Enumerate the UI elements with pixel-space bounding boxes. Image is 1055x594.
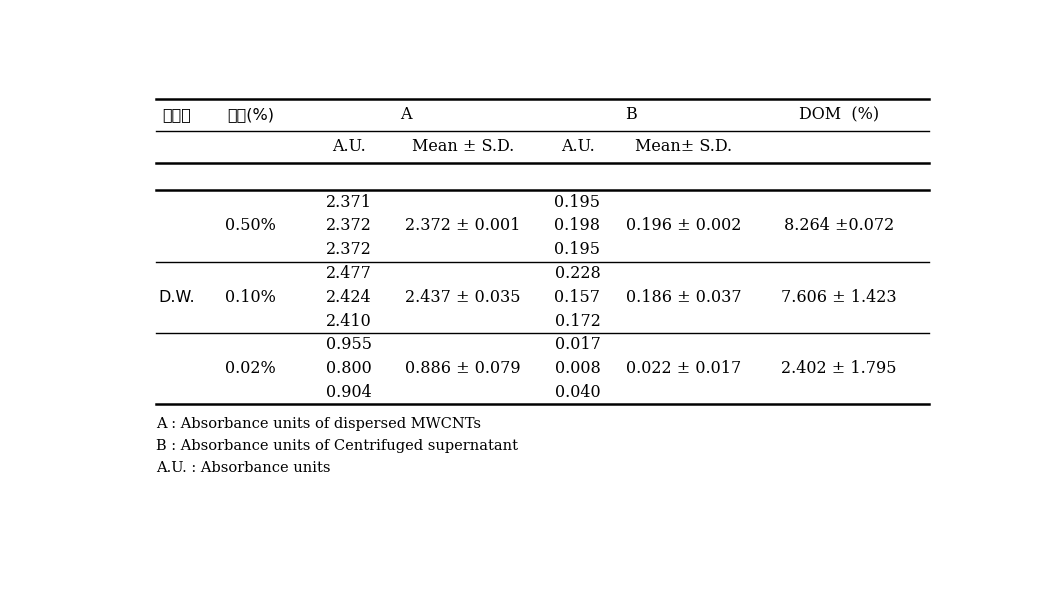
Text: 0.017: 0.017 — [555, 336, 600, 353]
Text: 0.195: 0.195 — [555, 241, 600, 258]
Text: 2.437 ± 0.035: 2.437 ± 0.035 — [405, 289, 521, 306]
Text: 2.372: 2.372 — [326, 217, 371, 235]
Text: 0.800: 0.800 — [326, 360, 371, 377]
Text: B : Absorbance units of Centrifuged supernatant: B : Absorbance units of Centrifuged supe… — [156, 439, 518, 453]
Text: 0.172: 0.172 — [555, 312, 600, 330]
Text: 2.372: 2.372 — [326, 241, 371, 258]
Text: 0.10%: 0.10% — [225, 289, 275, 306]
Text: 농도(%): 농도(%) — [227, 108, 274, 122]
Text: A.U. : Absorbance units: A.U. : Absorbance units — [156, 461, 331, 475]
Text: 2.477: 2.477 — [326, 265, 371, 282]
Text: Mean± S.D.: Mean± S.D. — [635, 138, 732, 155]
Text: A : Absorbance units of dispersed MWCNTs: A : Absorbance units of dispersed MWCNTs — [156, 417, 481, 431]
Text: 7.606 ± 1.423: 7.606 ± 1.423 — [782, 289, 897, 306]
Text: B: B — [625, 106, 636, 123]
Text: 0.040: 0.040 — [555, 384, 600, 401]
Text: A: A — [400, 106, 411, 123]
Text: 0.02%: 0.02% — [225, 360, 275, 377]
Text: 0.186 ± 0.037: 0.186 ± 0.037 — [626, 289, 742, 306]
Text: 분산제: 분산제 — [162, 108, 191, 122]
Text: 2.371: 2.371 — [326, 194, 371, 211]
Text: 2.410: 2.410 — [326, 312, 371, 330]
Text: 8.264 ±0.072: 8.264 ±0.072 — [784, 217, 895, 235]
Text: 2.424: 2.424 — [326, 289, 371, 306]
Text: 0.904: 0.904 — [326, 384, 371, 401]
Text: 0.955: 0.955 — [326, 336, 371, 353]
Text: 0.196 ± 0.002: 0.196 ± 0.002 — [626, 217, 742, 235]
Text: 2.372 ± 0.001: 2.372 ± 0.001 — [405, 217, 521, 235]
Text: 0.50%: 0.50% — [225, 217, 275, 235]
Text: A.U.: A.U. — [560, 138, 594, 155]
Text: D.W.: D.W. — [158, 290, 195, 305]
Text: A.U.: A.U. — [331, 138, 365, 155]
Text: 0.022 ± 0.017: 0.022 ± 0.017 — [627, 360, 742, 377]
Text: DOM  (%): DOM (%) — [799, 106, 879, 123]
Text: 0.228: 0.228 — [555, 265, 600, 282]
Text: 0.157: 0.157 — [555, 289, 600, 306]
Text: 2.402 ± 1.795: 2.402 ± 1.795 — [782, 360, 897, 377]
Text: 0.886 ± 0.079: 0.886 ± 0.079 — [405, 360, 521, 377]
Text: 0.195: 0.195 — [555, 194, 600, 211]
Text: Mean ± S.D.: Mean ± S.D. — [411, 138, 514, 155]
Text: 0.008: 0.008 — [555, 360, 600, 377]
Text: 0.198: 0.198 — [555, 217, 600, 235]
